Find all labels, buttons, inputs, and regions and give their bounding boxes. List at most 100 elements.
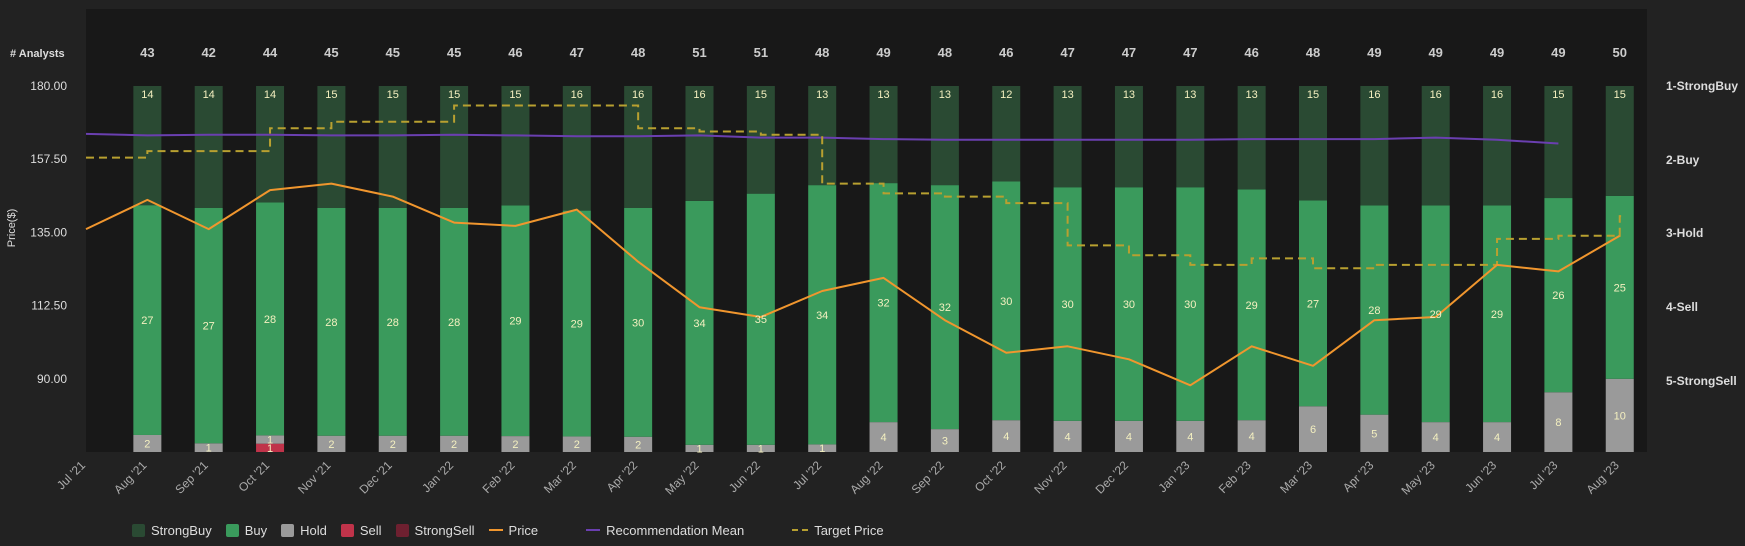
x-tick-label: Sep '21 <box>172 458 211 497</box>
legend-swatch <box>488 529 503 531</box>
legend-item-buy[interactable]: Buy <box>225 522 268 538</box>
analyst-count-label: 48 <box>631 45 645 60</box>
bar-segment-hold <box>440 435 469 452</box>
bar-segment-buy <box>1421 205 1450 423</box>
bar-value-label: 32 <box>939 302 951 314</box>
bar-value-label: 16 <box>693 89 705 101</box>
bar-value-label: 15 <box>755 89 767 101</box>
legend-item-hold[interactable]: Hold <box>281 523 327 538</box>
bar-value-label: 4 <box>880 432 886 444</box>
legend-swatch <box>586 529 601 531</box>
bar-segment-hold <box>1114 420 1143 452</box>
analyst-count-label: 48 <box>1306 45 1320 60</box>
analyst-count-label: 49 <box>876 45 890 60</box>
bar-segment-buy <box>501 205 530 437</box>
bar-value-label: 30 <box>1000 296 1012 308</box>
rating-axis-label: 5-StrongSell <box>1666 374 1737 388</box>
bar-segment-strongbuy <box>869 86 898 184</box>
bar-segment-buy <box>869 183 898 423</box>
bar-value-label: 16 <box>1368 89 1380 101</box>
bar-value-label: 34 <box>816 310 828 322</box>
legend-item-target-price[interactable]: Target Price <box>792 522 884 538</box>
bar-value-label: 25 <box>1614 282 1626 294</box>
bar-value-label: 15 <box>1614 89 1626 101</box>
analyst-count-label: 44 <box>263 45 278 60</box>
bar-value-label: 15 <box>387 89 399 101</box>
bar-value-label: 16 <box>571 89 583 101</box>
legend-item-price[interactable]: Price <box>488 522 539 538</box>
bar-value-label: 2 <box>451 439 457 451</box>
bar-segment-strongbuy <box>685 86 714 201</box>
bar-segment-buy <box>808 185 837 445</box>
bars-layer <box>133 86 1634 452</box>
legend-label: Price <box>508 522 539 538</box>
bar-segment-hold <box>501 436 530 452</box>
bar-value-label: 34 <box>693 318 705 330</box>
bar-value-label: 28 <box>448 317 460 329</box>
bar-segment-hold <box>1176 420 1205 452</box>
legend-label: Sell <box>359 522 382 538</box>
legend-swatch <box>225 523 239 537</box>
legend-item-sell[interactable]: Sell <box>340 522 382 538</box>
bar-value-label: 13 <box>1246 89 1258 101</box>
bar-value-label: 4 <box>1126 431 1132 443</box>
x-tick-label: Aug '23 <box>1583 458 1622 497</box>
y-tick-label: 180.00 <box>30 79 67 93</box>
bar-value-label: 30 <box>1061 299 1073 311</box>
legend-label: Target Price <box>814 522 884 538</box>
bar-segment-buy <box>930 185 959 430</box>
legend-label: Hold <box>300 522 327 538</box>
bar-value-label: 15 <box>509 89 521 101</box>
legend-swatch <box>132 523 145 537</box>
x-tick-label: Nov '22 <box>1031 458 1070 497</box>
bar-value-label: 29 <box>1246 300 1258 312</box>
bar-value-label: 5 <box>1371 428 1377 440</box>
analyst-count-label: 42 <box>201 45 215 60</box>
bar-segment-buy <box>1605 195 1634 379</box>
x-tick-label: Dec '21 <box>356 458 395 497</box>
legend-item-strongsell[interactable]: StrongSell <box>395 523 475 538</box>
bar-value-label: 29 <box>509 316 521 328</box>
bar-segment-hold <box>1605 378 1634 452</box>
chart-legend: StrongBuy Buy Hold Sell StrongSell Price… <box>132 521 898 539</box>
bar-value-label: 6 <box>1310 424 1316 436</box>
bar-value-label: 13 <box>1184 89 1196 101</box>
bar-segment-strongbuy <box>746 86 775 194</box>
bar-value-label: 4 <box>1249 431 1255 443</box>
bar-value-label: 15 <box>1307 89 1319 101</box>
x-tick-label: May '22 <box>662 458 702 498</box>
analyst-count-label: 46 <box>508 45 522 60</box>
bar-value-label: 28 <box>325 317 337 329</box>
analyst-count-label: 49 <box>1428 45 1442 60</box>
bar-segment-strongbuy <box>930 86 959 186</box>
bar-segment-strongbuy <box>501 86 530 206</box>
bar-value-label: 27 <box>203 321 215 333</box>
bar-segment-buy <box>992 181 1021 421</box>
bar-segment-buy <box>194 208 223 444</box>
bar-value-label: 13 <box>1123 89 1135 101</box>
y-tick-label: 135.00 <box>30 225 67 239</box>
price-line <box>85 182 1621 387</box>
y-tick-label: 112.50 <box>31 299 67 313</box>
legend-item-recommendation-mean[interactable]: Recommendation Mean <box>586 523 744 538</box>
bar-value-label: 26 <box>1552 290 1564 302</box>
bar-value-label: 16 <box>1430 89 1442 101</box>
bar-value-label: 30 <box>1123 299 1135 311</box>
bar-segment-strongbuy <box>1114 86 1143 188</box>
bar-segment-strongbuy <box>1237 86 1266 190</box>
bar-value-label: 1 <box>819 443 825 455</box>
legend-label: StrongBuy <box>151 522 212 538</box>
bar-value-label: 2 <box>390 439 396 451</box>
legend-item-strongbuy[interactable]: StrongBuy <box>132 523 212 538</box>
bar-segment-hold <box>624 436 653 452</box>
analyst-count-label: 48 <box>938 45 952 60</box>
target-price-line <box>86 104 1626 270</box>
bar-value-label: 2 <box>144 438 150 450</box>
legend-label: Buy <box>244 522 268 538</box>
analyst-count-label: 46 <box>1244 45 1258 60</box>
x-tick-label: Oct '22 <box>972 458 1009 495</box>
bar-value-label: 35 <box>755 314 767 326</box>
bar-value-label: 13 <box>939 89 951 101</box>
bar-segment-buy <box>1544 198 1573 393</box>
